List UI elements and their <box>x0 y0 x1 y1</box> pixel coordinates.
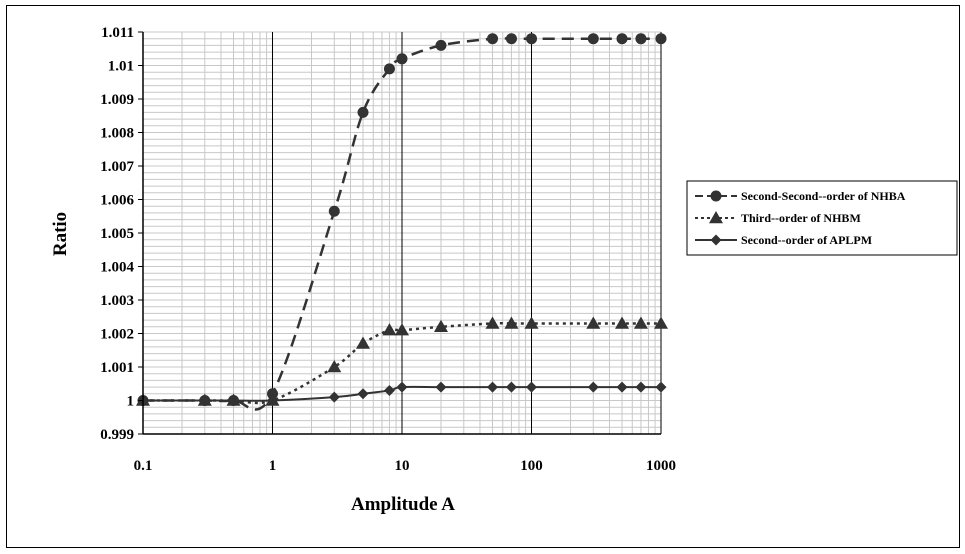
data-point <box>267 395 278 406</box>
axes <box>138 31 661 435</box>
x-tick-label: 1 <box>269 458 277 474</box>
data-point <box>616 381 628 393</box>
series-line <box>142 385 661 402</box>
y-tick-label: 1.011 <box>101 25 134 41</box>
legend-label: Third--order of NHBM <box>741 211 861 225</box>
data-point <box>526 33 537 45</box>
chart-frame <box>6 5 960 548</box>
data-point <box>524 316 539 329</box>
y-tick-label: 0.999 <box>100 427 134 443</box>
series-3 <box>137 381 667 406</box>
data-point <box>487 33 499 45</box>
y-tick-label: 1.008 <box>100 126 134 142</box>
x-tick-label: 0.1 <box>134 458 153 474</box>
data-point <box>435 381 447 393</box>
data-point <box>356 336 371 349</box>
data-point <box>357 106 369 118</box>
data-point <box>228 395 240 406</box>
y-tick-label: 1.007 <box>100 159 134 175</box>
data-point <box>615 316 630 329</box>
data-point <box>383 384 395 396</box>
data-point <box>396 381 408 393</box>
x-tick-label: 100 <box>520 458 543 474</box>
data-point <box>485 316 500 329</box>
data-point <box>505 381 517 393</box>
series-1 <box>137 33 667 411</box>
data-point <box>655 33 667 45</box>
legend: Second-Second--order of NHBA Third--order… <box>686 180 958 256</box>
data-point <box>433 319 448 333</box>
data-point <box>382 323 397 336</box>
series-layer <box>136 33 668 411</box>
x-tick-label: 10 <box>395 458 410 474</box>
data-point <box>635 33 647 45</box>
data-point <box>395 323 409 336</box>
data-point <box>357 388 369 400</box>
tick-labels: 0.999 1 1.001 1.002 1.003 1.004 1.005 1.006 1.00… <box>100 25 676 474</box>
data-point <box>199 395 211 406</box>
legend-label: Second--order of APLPM <box>741 233 872 247</box>
legend-marker <box>710 190 722 202</box>
data-point <box>616 33 628 45</box>
data-point <box>328 205 340 217</box>
y-tick-label: 1.004 <box>100 260 134 276</box>
data-point <box>487 381 499 393</box>
data-point <box>396 53 408 65</box>
data-point <box>435 39 447 51</box>
data-point <box>655 381 667 393</box>
y-tick-label: 1.002 <box>100 327 134 343</box>
data-point <box>654 316 668 329</box>
data-point <box>526 381 537 393</box>
y-tick-label: 1.006 <box>100 193 134 209</box>
y-tick-label: 1.01 <box>108 59 134 75</box>
legend-label: Second-Second--order of NHBA <box>741 189 906 203</box>
x-tick-label: 1000 <box>646 458 676 474</box>
y-axis-title: Ratio <box>50 212 71 256</box>
y-tick-label: 1.005 <box>100 226 134 242</box>
data-point <box>505 33 517 45</box>
data-point <box>635 381 647 393</box>
data-point <box>327 360 342 373</box>
y-tick-label: 1.009 <box>100 92 134 108</box>
data-point <box>633 316 648 329</box>
legend-marker <box>709 211 723 224</box>
data-point <box>587 381 599 393</box>
data-point <box>383 63 395 75</box>
legend-marker <box>710 234 722 246</box>
y-tick-label: 1.003 <box>100 293 134 309</box>
y-tick-label: 1.001 <box>100 360 134 376</box>
x-axis-title: Amplitude A <box>351 494 455 515</box>
data-point <box>328 391 340 403</box>
series-line <box>142 321 661 405</box>
data-point <box>587 33 599 45</box>
y-tick-label: 1 <box>127 394 135 410</box>
data-point <box>586 316 601 329</box>
data-point <box>504 316 519 329</box>
